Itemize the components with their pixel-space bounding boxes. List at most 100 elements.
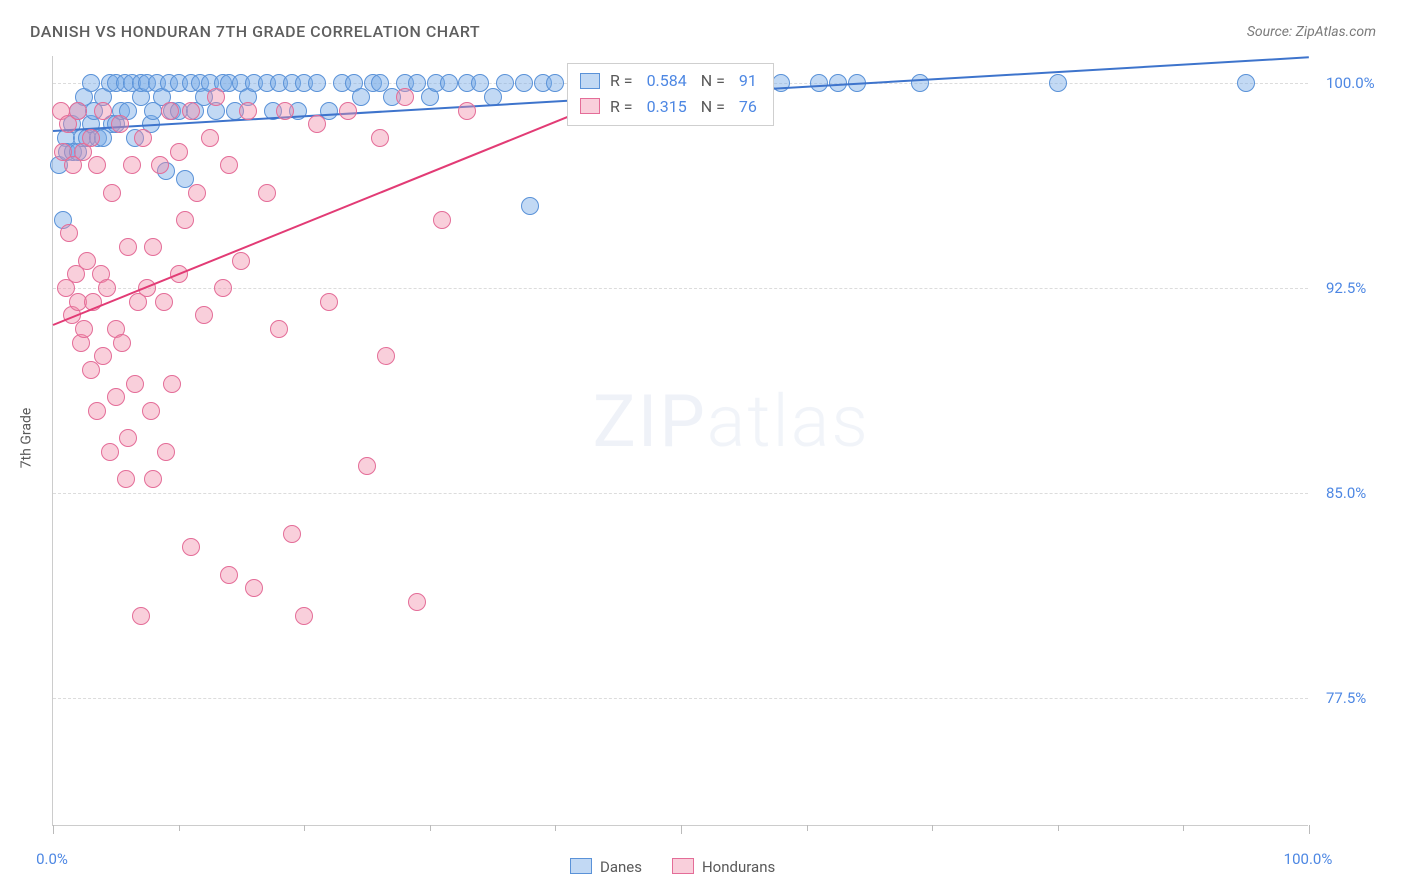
data-point: [113, 334, 131, 352]
data-point: [911, 74, 929, 92]
data-point: [103, 184, 121, 202]
data-point: [182, 102, 200, 120]
data-point: [245, 579, 263, 597]
data-point: [94, 347, 112, 365]
legend-label: Danes: [600, 858, 642, 876]
data-point: [458, 102, 476, 120]
data-point: [98, 279, 116, 297]
data-point: [119, 238, 137, 256]
x-tick: [430, 825, 431, 831]
data-point: [283, 525, 301, 543]
grid-line: [53, 493, 1308, 494]
data-point: [157, 443, 175, 461]
x-tick: [53, 825, 54, 834]
grid-line: [53, 698, 1308, 699]
data-point: [232, 252, 250, 270]
data-point: [134, 129, 152, 147]
source-attribution: Source: ZipAtlas.com: [1247, 24, 1376, 40]
legend-item: Hondurans: [672, 858, 775, 876]
legend-box-row: R = 0.584 N = 91: [580, 68, 761, 94]
data-point: [320, 293, 338, 311]
data-point: [176, 211, 194, 229]
data-point: [201, 129, 219, 147]
data-point: [207, 88, 225, 106]
x-tick: [1183, 825, 1184, 831]
data-point: [371, 129, 389, 147]
x-tick: [304, 825, 305, 831]
r-label: R =: [610, 68, 633, 94]
y-tick-label: 100.0%: [1326, 74, 1375, 92]
data-point: [111, 115, 129, 133]
x-tick-label: 100.0%: [1284, 850, 1333, 868]
data-point: [82, 129, 100, 147]
data-point: [377, 347, 395, 365]
data-point: [1049, 74, 1067, 92]
correlation-legend-box: R = 0.584 N = 91 R = 0.315 N = 76: [567, 63, 774, 126]
n-label: N =: [701, 68, 725, 94]
data-point: [308, 74, 326, 92]
watermark-thin: atlas: [707, 379, 870, 464]
data-point: [214, 279, 232, 297]
data-point: [117, 470, 135, 488]
data-point: [144, 470, 162, 488]
data-point: [123, 156, 141, 174]
data-point: [220, 566, 238, 584]
y-tick-label: 77.5%: [1326, 689, 1366, 707]
x-tick: [807, 825, 808, 831]
data-point: [396, 88, 414, 106]
data-point: [126, 375, 144, 393]
data-point: [82, 361, 100, 379]
chart-title: DANISH VS HONDURAN 7TH GRADE CORRELATION…: [30, 22, 480, 41]
data-point: [142, 402, 160, 420]
legend-box-swatch: [580, 73, 600, 89]
data-point: [496, 74, 514, 92]
data-point: [182, 538, 200, 556]
header-row: DANISH VS HONDURAN 7TH GRADE CORRELATION…: [30, 22, 1376, 41]
data-point: [88, 402, 106, 420]
n-value: 76: [735, 94, 761, 120]
data-point: [220, 156, 238, 174]
data-point: [151, 156, 169, 174]
y-axis-title: 7th Grade: [18, 408, 34, 469]
data-point: [188, 184, 206, 202]
data-point: [270, 320, 288, 338]
data-point: [339, 102, 357, 120]
x-tick-label: 0.0%: [36, 850, 68, 868]
y-tick-label: 85.0%: [1326, 484, 1366, 502]
data-point: [440, 74, 458, 92]
n-value: 91: [735, 68, 761, 94]
r-value: 0.584: [643, 68, 691, 94]
data-point: [433, 211, 451, 229]
x-tick: [1309, 825, 1310, 834]
data-point: [78, 252, 96, 270]
data-point: [308, 115, 326, 133]
legend-label: Hondurans: [702, 858, 775, 876]
r-label: R =: [610, 94, 633, 120]
watermark: ZIPatlas: [593, 379, 870, 464]
data-point: [94, 102, 112, 120]
legend-swatch: [672, 858, 694, 874]
data-point: [75, 320, 93, 338]
data-point: [132, 607, 150, 625]
data-point: [521, 197, 539, 215]
data-point: [161, 102, 179, 120]
grid-line: [53, 288, 1308, 289]
n-label: N =: [701, 94, 725, 120]
data-point: [144, 238, 162, 256]
plot-area: ZIPatlas: [52, 56, 1308, 826]
data-point: [276, 102, 294, 120]
y-tick-label: 92.5%: [1326, 279, 1366, 297]
legend-swatch: [570, 858, 592, 874]
data-point: [195, 306, 213, 324]
data-point: [170, 143, 188, 161]
x-tick: [932, 825, 933, 831]
data-point: [60, 224, 78, 242]
data-point: [810, 74, 828, 92]
data-point: [88, 156, 106, 174]
x-tick: [555, 825, 556, 831]
data-point: [69, 102, 87, 120]
watermark-bold: ZIP: [593, 379, 707, 464]
data-point: [239, 102, 257, 120]
legend-item: Danes: [570, 858, 642, 876]
r-value: 0.315: [643, 94, 691, 120]
